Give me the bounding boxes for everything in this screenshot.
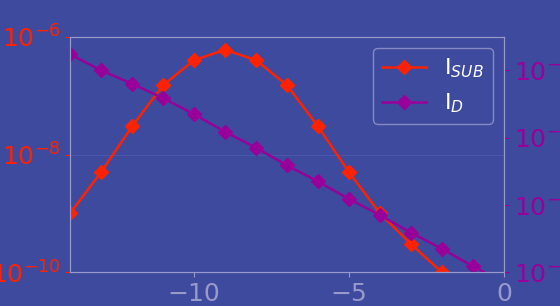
I$_{D}$ bbox=[67, 53, 73, 56]
Legend: I$_{SUB}$, I$_{D}$: I$_{SUB}$, I$_{D}$ bbox=[373, 48, 493, 124]
I$_{D}$ bbox=[346, 197, 352, 201]
I$_{D}$ bbox=[315, 180, 321, 183]
I$_{SUB}$ bbox=[438, 271, 445, 274]
I$_{SUB}$ bbox=[470, 301, 477, 305]
I$_{SUB}$ bbox=[190, 58, 197, 62]
I$_{D}$ bbox=[222, 130, 228, 134]
I$_{SUB}$ bbox=[97, 170, 104, 174]
I$_{D}$ bbox=[253, 146, 259, 150]
I$_{D}$ bbox=[283, 164, 290, 167]
I$_{SUB}$ bbox=[160, 84, 166, 87]
I$_{SUB}$ bbox=[283, 84, 290, 87]
I$_{SUB}$ bbox=[222, 48, 228, 52]
I$_{D}$ bbox=[408, 231, 414, 235]
I$_{D}$ bbox=[438, 247, 445, 251]
I$_{SUB}$ bbox=[253, 58, 259, 62]
I$_{D}$ bbox=[501, 281, 507, 284]
I$_{D}$ bbox=[129, 82, 136, 86]
I$_{D}$ bbox=[190, 112, 197, 116]
I$_{SUB}$ bbox=[315, 125, 321, 128]
I$_{SUB}$ bbox=[346, 170, 352, 174]
Line: I$_{SUB}$: I$_{SUB}$ bbox=[65, 45, 509, 306]
I$_{D}$ bbox=[470, 265, 477, 268]
I$_{SUB}$ bbox=[377, 212, 384, 215]
I$_{D}$ bbox=[377, 213, 384, 217]
I$_{SUB}$ bbox=[408, 242, 414, 246]
I$_{D}$ bbox=[97, 69, 104, 72]
I$_{SUB}$ bbox=[67, 212, 73, 215]
I$_{SUB}$ bbox=[129, 125, 136, 128]
I$_{D}$ bbox=[160, 96, 166, 100]
Line: I$_{D}$: I$_{D}$ bbox=[65, 50, 509, 287]
